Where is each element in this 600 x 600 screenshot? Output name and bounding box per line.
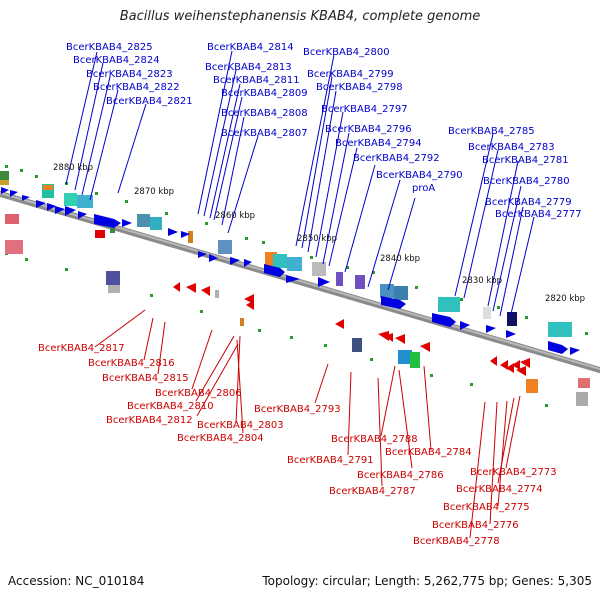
gene-label: BcerKBAB4_2815: [102, 373, 189, 384]
gene-label: BcerKBAB4_2794: [335, 138, 422, 149]
gene-label: BcerKBAB4_2816: [88, 358, 175, 369]
gene-label: BcerKBAB4_2797: [321, 104, 408, 115]
gene-label: BcerKBAB4_2780: [483, 176, 570, 187]
gene-label: BcerKBAB4_2804: [177, 433, 264, 444]
gene-label: BcerKBAB4_2783: [468, 142, 555, 153]
gene-label: BcerKBAB4_2796: [325, 124, 412, 135]
gene-label: BcerKBAB4_2775: [443, 502, 530, 513]
gene-label: BcerKBAB4_2800: [303, 47, 390, 58]
gene-label: BcerKBAB4_2779: [485, 197, 572, 208]
gene-label: BcerKBAB4_2798: [316, 82, 403, 93]
gene-label: BcerKBAB4_2788: [331, 434, 418, 445]
gene-label: BcerKBAB4_2784: [385, 447, 472, 458]
forward-genes: [1, 187, 580, 355]
gene-label: BcerKBAB4_2791: [287, 455, 374, 466]
gene-label: BcerKBAB4_2823: [86, 69, 173, 80]
reverse-genes: [95, 230, 530, 376]
gene-label: BcerKBAB4_2803: [197, 420, 284, 431]
gene-label: BcerKBAB4_2776: [432, 520, 519, 531]
ruler-label: 2840 kbp: [380, 254, 420, 264]
gene-label: BcerKBAB4_2809: [221, 88, 308, 99]
gene-label: proA: [412, 183, 435, 194]
gene-label: BcerKBAB4_2821: [106, 96, 193, 107]
accession-text: Accession: NC_010184: [8, 574, 145, 588]
gene-label: BcerKBAB4_2787: [329, 486, 416, 497]
feature-tiles: [0, 171, 590, 406]
gene-label: BcerKBAB4_2785: [448, 126, 535, 137]
gene-label: BcerKBAB4_2813: [205, 62, 292, 73]
gene-label: BcerKBAB4_2824: [73, 55, 160, 66]
gene-label: BcerKBAB4_2817: [38, 343, 125, 354]
gene-label: BcerKBAB4_2793: [254, 404, 341, 415]
ruler-label: 2850 kbp: [297, 234, 337, 244]
gene-label: BcerKBAB4_2774: [456, 484, 543, 495]
gene-label: BcerKBAB4_2786: [357, 470, 444, 481]
gene-label: BcerKBAB4_2812: [106, 415, 193, 426]
genome-title: Bacillus weihenstephanensis KBAB4, compl…: [119, 9, 481, 24]
gene-label: BcerKBAB4_2790: [376, 170, 463, 181]
forward-callouts: [65, 50, 535, 319]
ruler-label: 2820 kbp: [545, 294, 585, 304]
gene-label: BcerKBAB4_2778: [413, 536, 500, 547]
gene-label: BcerKBAB4_2806: [155, 388, 242, 399]
gene-label: BcerKBAB4_2822: [93, 82, 180, 93]
reverse-callouts: [94, 309, 521, 539]
ruler-label: 2870 kbp: [134, 187, 174, 197]
gene-label: BcerKBAB4_2810: [127, 401, 214, 412]
gene-label: BcerKBAB4_2811: [213, 75, 300, 86]
genome-summary-text: Topology: circular; Length: 5,262,775 bp…: [262, 574, 592, 588]
gene-label: BcerKBAB4_2825: [66, 42, 153, 53]
ruler-label: 2830 kbp: [462, 276, 502, 286]
gene-label: BcerKBAB4_2814: [207, 42, 294, 53]
gene-label: BcerKBAB4_2777: [495, 209, 582, 220]
gene-label: BcerKBAB4_2792: [353, 153, 440, 164]
gene-label: BcerKBAB4_2799: [307, 69, 394, 80]
ruler-label: 2860 kbp: [215, 211, 255, 221]
gene-label: BcerKBAB4_2781: [482, 155, 569, 166]
gene-label: BcerKBAB4_2773: [470, 467, 557, 478]
gene-label: BcerKBAB4_2807: [221, 128, 308, 139]
gene-label: BcerKBAB4_2808: [221, 108, 308, 119]
ruler-label: 2880 kbp: [53, 163, 93, 173]
